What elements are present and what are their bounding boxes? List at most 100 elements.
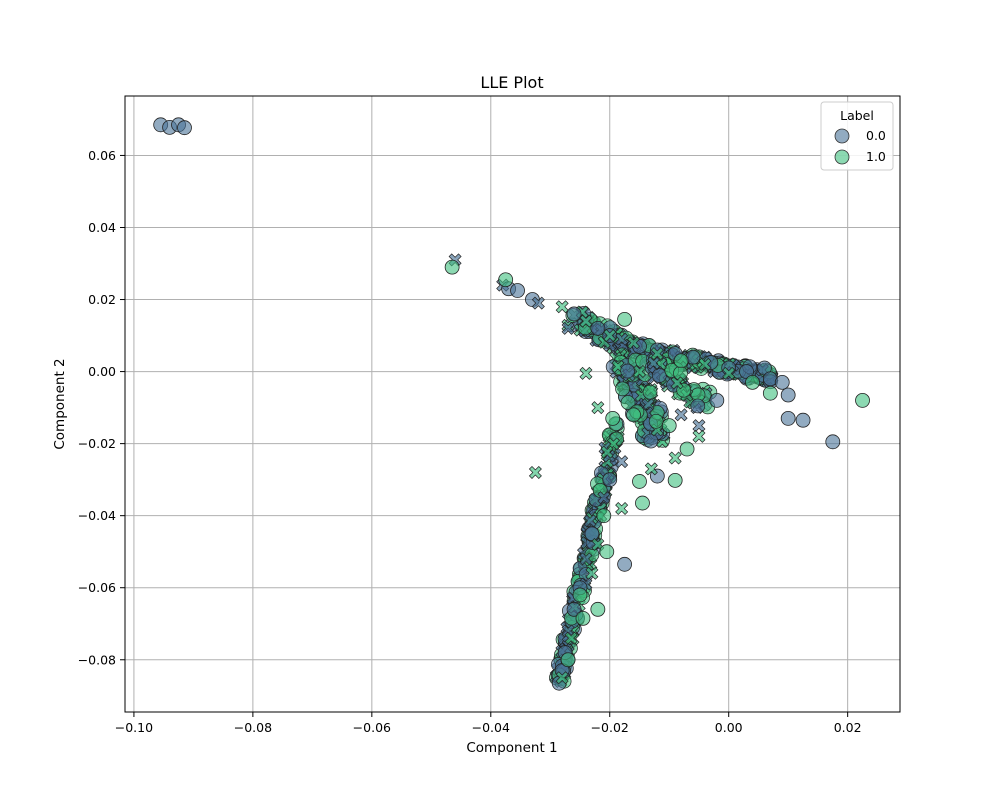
cluster-point	[648, 413, 664, 429]
series-0-point	[579, 552, 593, 566]
x-tick-label: 0.02	[834, 720, 862, 735]
series-0-point	[510, 283, 525, 298]
series-1-point	[579, 314, 593, 328]
x-tick-label: −0.06	[353, 720, 391, 735]
plot-frame	[124, 95, 901, 713]
series-1-point	[599, 544, 615, 560]
series-0-point	[566, 306, 582, 322]
series-1-point	[667, 472, 683, 488]
cluster-point	[643, 433, 659, 449]
series-1-point	[555, 671, 569, 685]
series-0-point	[780, 387, 796, 403]
y-tick-label: −0.06	[78, 580, 116, 595]
y-axis-label: Component 2	[52, 358, 68, 449]
y-axis-ticks: −0.08 −0.06 −0.04 −0.02 0.00 0.02 0.04 0.06	[78, 148, 125, 667]
series-1-point	[855, 392, 870, 408]
series-1-point	[661, 418, 677, 434]
series-1-point	[762, 385, 778, 401]
series-1-point	[498, 272, 514, 288]
y-tick-label: −0.04	[78, 508, 116, 523]
series-1-point	[591, 401, 605, 415]
series-1-point	[596, 508, 612, 524]
series-1-point	[635, 495, 650, 511]
series-1-point	[673, 353, 689, 369]
legend-title: Label	[840, 108, 874, 123]
cluster-point	[642, 384, 658, 400]
series-1-point	[615, 501, 629, 515]
series-1-point	[575, 610, 591, 626]
series-0-point	[597, 491, 611, 505]
series-1-point	[668, 451, 682, 465]
series-0-point	[780, 411, 796, 426]
series-1-point	[627, 336, 641, 350]
series-1-point	[444, 259, 460, 275]
cluster-point	[583, 514, 597, 528]
series-1-point	[564, 631, 578, 645]
series-0-point	[590, 320, 606, 336]
x-axis-label: Component 1	[466, 740, 557, 756]
series-0-point	[602, 472, 618, 488]
cluster-point	[633, 365, 647, 379]
series-1-point	[698, 357, 712, 371]
series-1-point	[603, 329, 617, 343]
series-1-point	[585, 566, 599, 580]
legend-marker-1	[834, 149, 850, 165]
series-1-point	[692, 429, 706, 443]
series-0-point	[584, 526, 600, 542]
y-tick-label: 0.06	[88, 148, 116, 163]
series-0-point	[692, 419, 706, 433]
series-1-point	[679, 441, 695, 457]
y-tick-label: −0.02	[78, 436, 116, 451]
y-tick-label: 0.04	[88, 220, 116, 235]
data-points	[153, 117, 870, 691]
cluster-point	[620, 363, 635, 379]
x-tick-label: −0.08	[234, 720, 272, 735]
series-0-point	[531, 296, 545, 310]
series-0-point	[774, 374, 790, 390]
cluster-point	[620, 395, 636, 410]
series-1-point	[745, 374, 760, 390]
chart-title: LLE Plot	[480, 73, 543, 92]
y-tick-label: 0.02	[88, 292, 116, 307]
x-tick-label: −0.02	[591, 720, 629, 735]
cluster-point	[647, 356, 661, 370]
legend-marker-0	[834, 128, 850, 144]
cluster-point	[615, 381, 630, 397]
series-0-point	[566, 601, 582, 617]
y-tick-label: 0.00	[88, 364, 116, 379]
series-0-point	[795, 412, 811, 428]
cluster-point	[600, 445, 614, 459]
x-axis-ticks: −0.10 −0.08 −0.06 −0.04 −0.02 0.00 0.02	[115, 712, 862, 735]
series-0-point	[177, 120, 192, 136]
series-1-point	[650, 347, 664, 361]
series-0-point	[709, 392, 725, 408]
y-tick-label: −0.08	[78, 652, 116, 667]
x-tick-label: 0.00	[715, 720, 743, 735]
grid-lines	[125, 96, 900, 712]
legend: Label 0.0 1.0	[820, 101, 894, 171]
series-1-point	[528, 465, 542, 479]
cluster-point	[592, 483, 608, 498]
series-0-point	[825, 434, 841, 450]
series-0-point	[615, 455, 629, 469]
x-tick-label: −0.04	[472, 720, 510, 735]
series-0-point	[561, 321, 575, 335]
series-0-point	[615, 332, 629, 346]
cluster-point	[652, 368, 667, 383]
cluster-point	[670, 376, 684, 390]
series-1-point	[605, 411, 621, 426]
legend-label-0: 0.0	[866, 128, 886, 143]
series-1-point	[644, 462, 658, 476]
series-1-point	[560, 652, 576, 668]
series-1-point	[579, 366, 593, 380]
series-1-point	[555, 300, 569, 314]
series-1-point	[626, 407, 641, 423]
series-0-point	[649, 342, 665, 358]
legend-label-1: 1.0	[866, 149, 886, 164]
series-0-point	[674, 408, 688, 422]
series-1-point	[572, 587, 588, 603]
series-1-point	[590, 601, 606, 617]
series-0-point	[617, 556, 633, 572]
series-1-point	[722, 366, 736, 380]
